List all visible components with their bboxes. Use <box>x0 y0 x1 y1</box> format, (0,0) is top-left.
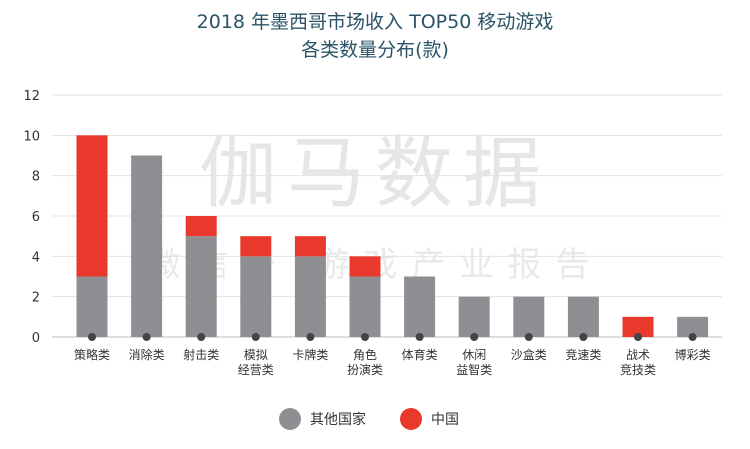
category-label: 益智类 <box>456 362 492 377</box>
bar-segment-china <box>240 236 272 257</box>
bar-segment-other <box>677 316 709 337</box>
bar-segment-other <box>567 296 599 337</box>
legend-marker-china <box>400 408 422 430</box>
bar-segment-other <box>131 155 163 337</box>
category-dot <box>142 333 151 341</box>
y-tick-label: 12 <box>23 89 40 104</box>
category-label: 卡牌类 <box>292 348 328 362</box>
bar-segment-china <box>349 256 381 277</box>
category-label: 模拟 <box>244 348 268 362</box>
watermark-main: 伽马数据 <box>199 129 551 219</box>
category-label: 角色 <box>353 348 377 362</box>
bar-segment-other <box>349 276 381 337</box>
category-dot <box>688 333 697 341</box>
category-dot <box>361 333 369 341</box>
category-dot <box>88 333 96 341</box>
category-dot <box>634 333 642 341</box>
bar-segment-other <box>458 296 490 337</box>
bar-segment-china <box>76 135 108 277</box>
category-label: 竞技类 <box>620 363 656 377</box>
bar-segment-other <box>513 296 545 337</box>
legend-label-china: 中国 <box>431 412 459 428</box>
bar-segment-other <box>76 276 108 337</box>
bar-segment-china <box>185 216 217 237</box>
bar-segment-other <box>404 276 436 337</box>
category-label: 射击类 <box>183 347 219 362</box>
y-tick-label: 8 <box>32 170 40 185</box>
chart-title-line2: 各类数量分布(款) <box>301 39 449 61</box>
gridlines <box>52 94 722 338</box>
category-label: 体育类 <box>402 347 438 362</box>
y-tick-label: 6 <box>32 210 40 225</box>
bar-segment-other <box>185 236 217 337</box>
category-dot <box>470 333 479 341</box>
category-label: 休闲 <box>462 348 486 362</box>
chart-title-line1: 2018 年墨西哥市场收入 TOP50 移动游戏 <box>197 11 554 33</box>
category-dot <box>197 333 206 341</box>
y-tick-label: 2 <box>32 291 40 306</box>
category-dot <box>524 333 533 341</box>
bar-segment-china <box>622 316 654 337</box>
bars <box>76 135 709 337</box>
category-dot <box>251 333 260 341</box>
category-label: 扮演类 <box>347 362 383 377</box>
bar-segment-other <box>294 256 326 337</box>
category-dot <box>306 333 315 341</box>
legend: 其他国家 中国 <box>279 408 459 430</box>
legend-marker-other <box>279 408 301 430</box>
bar-segment-other <box>240 256 272 337</box>
bar-segment-china <box>294 236 326 257</box>
category-label: 策略类 <box>74 347 110 362</box>
category-label: 经营类 <box>238 363 274 377</box>
y-tick-label: 10 <box>23 129 40 144</box>
y-tick-label: 0 <box>32 331 40 346</box>
y-tick-label: 4 <box>32 250 40 265</box>
category-label: 消除类 <box>129 347 165 362</box>
category-dot <box>579 333 588 341</box>
category-label: 战术 <box>626 348 650 362</box>
category-dot <box>415 333 424 341</box>
category-label: 博彩类 <box>675 347 711 362</box>
category-label: 竞速类 <box>565 348 601 362</box>
legend-label-other: 其他国家 <box>310 411 366 428</box>
y-axis: 0 2 4 6 8 10 12 <box>23 89 40 346</box>
category-label: 沙盒类 <box>511 347 547 362</box>
